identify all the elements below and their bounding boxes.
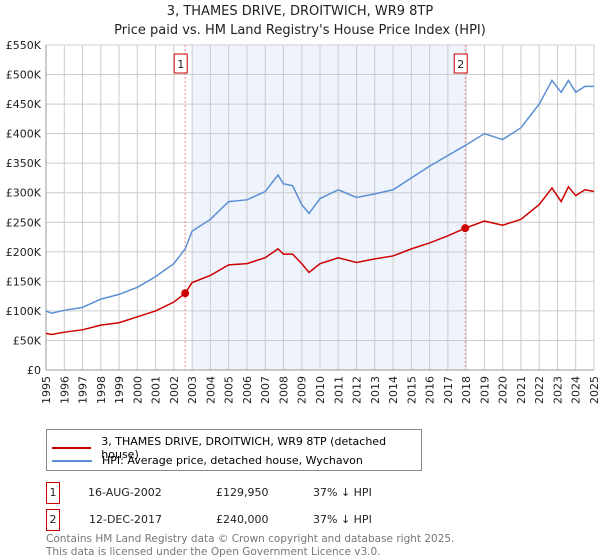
y-tick-label: £50K	[13, 334, 42, 347]
footer-line: This data is licensed under the Open Gov…	[46, 546, 381, 558]
price-paid-line	[45, 185, 595, 336]
legend-item-property: 3, THAMES DRIVE, DROITWICH, WR9 8TP (det…	[52, 435, 421, 461]
y-tick-label: £100K	[6, 305, 42, 318]
marker-label: 1	[177, 58, 184, 71]
x-tick-label: 2002	[168, 376, 181, 404]
marker-box	[453, 53, 468, 74]
footer: Contains HM Land Registry data © Crown c…	[46, 533, 454, 559]
x-tick-label: 2022	[533, 376, 546, 404]
footer-line: Contains HM Land Registry data © Crown c…	[46, 533, 455, 545]
sale-point	[461, 224, 470, 233]
marker-label: 2	[457, 58, 464, 71]
y-tick-label: £500K	[6, 69, 42, 82]
x-tick-label: 2019	[478, 376, 491, 404]
legend-label: HPI: Average price, detached house, Wych…	[102, 454, 363, 467]
y-tick-label: £450K	[6, 98, 42, 111]
x-tick-label: 2000	[131, 376, 144, 404]
transaction-price: £129,950	[216, 486, 269, 499]
x-tick-label: 2024	[570, 376, 583, 404]
legend-swatch	[52, 459, 92, 462]
sale-point	[181, 289, 190, 298]
x-tick-label: 2004	[204, 376, 217, 404]
transaction-date: 12-DEC-2017	[89, 513, 163, 526]
x-tick-label: 2003	[186, 376, 199, 404]
transaction-hpi: 37% ↓ HPI	[313, 513, 372, 526]
transaction-date: 16-AUG-2002	[88, 486, 162, 499]
transaction-row: 2 12-DEC-2017 £240,000 37% ↓ HPI	[46, 509, 446, 531]
x-tick-label: 1998	[95, 376, 108, 404]
x-tick-label: 2001	[150, 376, 163, 404]
y-tick-label: £350K	[6, 157, 42, 170]
legend-label: 3, THAMES DRIVE, DROITWICH, WR9 8TP (det…	[101, 435, 387, 461]
x-tick-label: 2006	[241, 376, 254, 404]
chart-title: 3, THAMES DRIVE, DROITWICH, WR9 8TP	[166, 4, 434, 19]
x-tick-label: 2023	[551, 376, 564, 404]
y-tick-label: £200K	[6, 246, 42, 259]
marker-badge: 1	[46, 482, 60, 504]
x-tick-label: 2011	[332, 376, 345, 404]
x-tick-label: 2018	[460, 376, 473, 404]
x-tick-label: 2008	[277, 376, 290, 404]
y-tick-label: £150K	[6, 275, 42, 288]
y-tick-label: £300K	[6, 187, 42, 200]
price-chart: £0 £50K £100K £150K £200K £250K £300K £350K £400…	[6, 39, 600, 404]
x-tick-label: 2005	[223, 376, 236, 404]
y-tick-label: £0	[27, 364, 41, 377]
x-tick-label: 2021	[515, 376, 528, 404]
x-tick-label: 1999	[113, 376, 126, 404]
y-tick-label: £550K	[6, 39, 42, 52]
x-tick-label: 2013	[369, 376, 382, 404]
transaction-hpi: 37% ↓ HPI	[313, 486, 372, 499]
chart-subtitle: Price paid vs. HM Land Registry's House …	[114, 23, 486, 38]
legend-item-hpi: HPI: Average price, detached house, Wych…	[52, 454, 363, 467]
y-tick-label: £400K	[6, 128, 42, 141]
marker-box	[173, 53, 188, 74]
x-tick-label: 2014	[387, 376, 400, 404]
x-tick-label: 2020	[497, 376, 510, 404]
legend-swatch	[52, 447, 92, 449]
x-tick-label: 2010	[314, 376, 327, 404]
transaction-row: 1 16-AUG-2002 £129,950 37% ↓ HPI	[46, 482, 446, 504]
x-tick-label: 2017	[442, 376, 455, 404]
x-tick-label: 1997	[77, 376, 90, 404]
transaction-price: £240,000	[216, 513, 269, 526]
x-tick-label: 1996	[58, 376, 71, 404]
x-tick-label: 2025	[588, 376, 600, 404]
hpi-line	[45, 79, 594, 315]
legend: 3, THAMES DRIVE, DROITWICH, WR9 8TP (det…	[46, 429, 422, 471]
marker-badge: 2	[46, 509, 60, 531]
y-tick-label: £250K	[6, 216, 42, 229]
x-tick-label: 2015	[405, 376, 418, 404]
x-tick-label: 2012	[351, 376, 364, 404]
x-tick-label: 2007	[259, 376, 272, 404]
shaded-period	[192, 45, 466, 370]
x-tick-label: 2016	[424, 376, 437, 404]
x-tick-label: 1995	[40, 376, 53, 404]
x-tick-label: 2009	[296, 376, 309, 404]
